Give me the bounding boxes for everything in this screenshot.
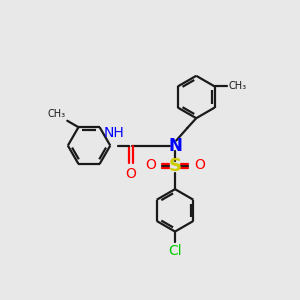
Text: CH₃: CH₃ (228, 81, 247, 92)
Text: Cl: Cl (168, 244, 182, 258)
Text: N: N (168, 136, 182, 154)
Text: CH₃: CH₃ (48, 109, 66, 119)
Text: S: S (169, 157, 182, 175)
Text: NH: NH (104, 126, 125, 140)
Text: O: O (194, 158, 205, 172)
Text: O: O (145, 158, 156, 172)
Text: O: O (125, 167, 136, 182)
